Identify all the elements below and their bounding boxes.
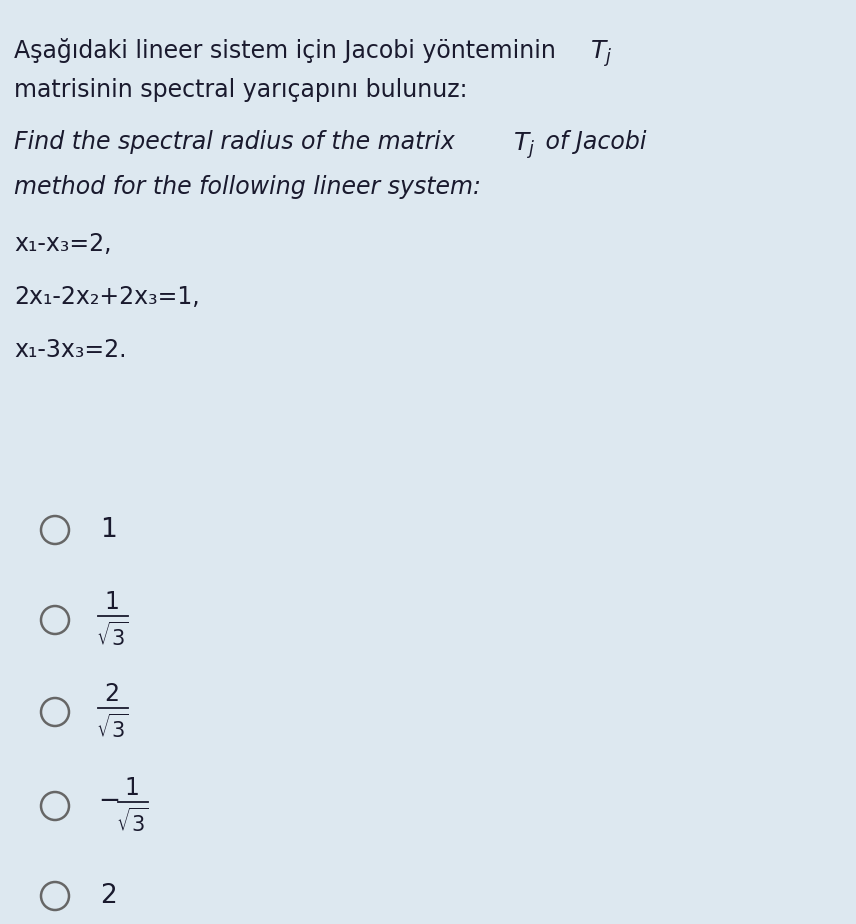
Text: 2x₁-2x₂+2x₃=1,: 2x₁-2x₂+2x₃=1, <box>14 285 199 309</box>
Text: $\sqrt{3}$: $\sqrt{3}$ <box>116 808 148 836</box>
Text: method for the following lineer system:: method for the following lineer system: <box>14 175 481 199</box>
Text: −: − <box>98 788 120 814</box>
Text: Aşağıdaki lineer sistem için Jacobi yönteminin: Aşağıdaki lineer sistem için Jacobi yönt… <box>14 38 563 63</box>
Text: Find the spectral radius of the matrix: Find the spectral radius of the matrix <box>14 130 462 154</box>
Text: 2: 2 <box>100 883 116 909</box>
Text: $\sqrt{3}$: $\sqrt{3}$ <box>96 622 128 650</box>
Text: $T_j$: $T_j$ <box>513 130 535 161</box>
Text: 1: 1 <box>125 776 140 800</box>
Text: of Jacobi: of Jacobi <box>538 130 646 154</box>
Text: x₁-3x₃=2.: x₁-3x₃=2. <box>14 338 127 362</box>
Text: $T_j$: $T_j$ <box>590 38 612 68</box>
Text: x₁-x₃=2,: x₁-x₃=2, <box>14 232 111 256</box>
Text: $\sqrt{3}$: $\sqrt{3}$ <box>96 714 128 742</box>
Text: matrisinin spectral yarıçapını bulunuz:: matrisinin spectral yarıçapını bulunuz: <box>14 78 467 102</box>
Text: 2: 2 <box>104 682 120 706</box>
Text: 1: 1 <box>104 590 120 614</box>
Text: 1: 1 <box>100 517 116 543</box>
